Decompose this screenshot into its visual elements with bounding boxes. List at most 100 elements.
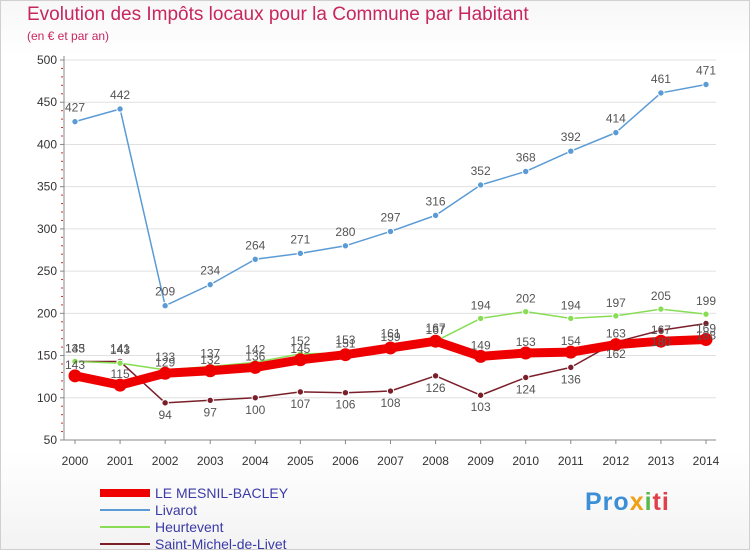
chart-title: Evolution des Impôts locaux pour la Comm… [27, 4, 529, 25]
data-point-heurtevent-2013 [657, 305, 665, 313]
data-point-heurtevent-2010 [522, 307, 530, 316]
x-tick-label-2013: 2013 [648, 454, 675, 468]
data-point-heurtevent-2012 [612, 312, 620, 320]
data-label-le-mesnil-bacley-2012: 163 [606, 327, 626, 341]
data-point-livarot-2003 [206, 280, 214, 289]
data-label-saint-michel-de-livet-2010: 124 [516, 383, 536, 397]
x-tick-label-2003: 2003 [197, 454, 224, 468]
x-tick-label-2006: 2006 [332, 454, 359, 468]
data-label-saint-michel-de-livet-2001: 141 [110, 341, 130, 355]
data-point-le-mesnil-bacley-2000 [68, 369, 82, 383]
x-tick-label-2004: 2004 [242, 454, 269, 468]
data-label-livarot-2008: 316 [426, 194, 446, 208]
data-point-saint-michel-de-livet-2014 [702, 319, 710, 328]
data-point-saint-michel-de-livet-2003 [206, 396, 214, 405]
y-tick-label-350: 350 [37, 180, 57, 194]
legend-swatch-saint-michel-de-livet [100, 543, 150, 545]
data-point-livarot-2007 [386, 227, 395, 236]
data-label-le-mesnil-bacley-2006: 151 [335, 337, 355, 351]
data-label-le-mesnil-bacley-2011: 154 [561, 334, 581, 348]
data-label-saint-michel-de-livet-2006: 106 [335, 398, 355, 412]
x-tick-label-2001: 2001 [107, 454, 134, 468]
y-tick-label-100: 100 [37, 391, 57, 405]
data-point-livarot-2010 [522, 167, 530, 176]
data-point-le-mesnil-bacley-2001 [113, 378, 127, 392]
data-point-saint-michel-de-livet-2002 [161, 399, 169, 407]
data-point-livarot-2009 [476, 181, 485, 189]
data-label-le-mesnil-bacley-2003: 132 [200, 353, 220, 367]
data-label-saint-michel-de-livet-2005: 107 [290, 397, 310, 411]
data-point-le-mesnil-bacley-2005 [293, 353, 307, 367]
data-point-livarot-2000 [71, 117, 79, 126]
data-label-le-mesnil-bacley-2008: 167 [426, 323, 446, 337]
data-point-saint-michel-de-livet-2013 [657, 326, 665, 334]
data-point-le-mesnil-bacley-2003 [203, 364, 217, 378]
data-point-heurtevent-2000 [71, 357, 79, 366]
y-tick-label-200: 200 [37, 306, 57, 320]
data-label-livarot-2006: 280 [335, 225, 355, 239]
x-tick-label-2012: 2012 [603, 454, 630, 468]
data-label-livarot-2010: 368 [516, 150, 536, 164]
data-point-saint-michel-de-livet-2004 [251, 394, 259, 402]
data-label-saint-michel-de-livet-2007: 108 [380, 396, 400, 410]
data-label-le-mesnil-bacley-2002: 129 [155, 355, 175, 369]
x-tick-label-2014: 2014 [693, 454, 720, 468]
data-point-saint-michel-de-livet-2009 [476, 391, 485, 399]
data-point-saint-michel-de-livet-2011 [567, 363, 575, 372]
data-point-livarot-2006 [341, 242, 350, 250]
logo-part-1: Pro [585, 488, 630, 516]
legend-item-heurtevent: Heurtevent [100, 519, 400, 536]
data-point-livarot-2012 [612, 128, 620, 137]
data-point-livarot-2001 [116, 105, 124, 113]
data-label-livarot-2000: 427 [65, 101, 85, 115]
x-tick-label-2007: 2007 [377, 454, 404, 468]
data-point-le-mesnil-bacley-2007 [384, 341, 397, 355]
y-tick-label-500: 500 [37, 53, 57, 67]
data-point-livarot-2004 [251, 255, 259, 263]
data-point-saint-michel-de-livet-2005 [296, 388, 305, 396]
series-layer [68, 80, 713, 407]
data-label-heurtevent-2006: 153 [335, 333, 355, 347]
legend-label-le-mesnil-bacley: LE MESNIL-BACLEY [155, 485, 289, 501]
data-point-livarot-2013 [657, 89, 665, 97]
data-label-livarot-2012: 414 [606, 112, 626, 126]
legend-label-heurtevent: Heurtevent [155, 519, 224, 535]
legend-label-saint-michel-de-livet: Saint-Michel-de-Livet [155, 536, 287, 552]
axes: 50 100 150 200 250 300 350 400 450 500 2000 2001 200… [37, 53, 720, 468]
legend-swatch-livarot [100, 509, 150, 511]
legend-label-livarot: Livarot [155, 502, 198, 518]
data-label-livarot-2004: 264 [245, 238, 265, 252]
data-point-le-mesnil-bacley-2011 [564, 345, 578, 359]
data-point-le-mesnil-bacley-2008 [429, 334, 443, 348]
data-label-heurtevent-2014: 199 [696, 294, 716, 308]
data-point-saint-michel-de-livet-2008 [431, 372, 440, 380]
data-label-livarot-2003: 234 [200, 264, 220, 278]
data-label-le-mesnil-bacley-2009: 149 [471, 338, 491, 352]
data-label-heurtevent-2000: 143 [65, 341, 85, 355]
data-point-saint-michel-de-livet-2010 [522, 373, 530, 382]
grid [64, 59, 716, 441]
data-point-livarot-2014 [702, 80, 710, 89]
data-point-saint-michel-de-livet-2006 [341, 389, 350, 397]
data-label-saint-michel-de-livet-2014: 188 [696, 328, 716, 342]
data-point-le-mesnil-bacley-2004 [248, 360, 262, 374]
logo-part-4: ti [652, 488, 670, 516]
data-label-heurtevent-2005: 152 [290, 334, 310, 348]
data-label-saint-michel-de-livet-2000: 135 [65, 341, 85, 355]
logo-part-3: i [644, 488, 653, 516]
legend-swatch-heurtevent [100, 526, 150, 528]
data-label-saint-michel-de-livet-2009: 103 [471, 400, 491, 414]
y-tick-label-300: 300 [37, 222, 57, 236]
data-label-saint-michel-de-livet-2004: 100 [245, 403, 265, 417]
legend-item-livarot: Livarot [100, 502, 400, 519]
y-tick-label-450: 450 [37, 95, 57, 109]
data-label-le-mesnil-bacley-2005: 145 [290, 342, 310, 356]
data-label-le-mesnil-bacley-2010: 153 [516, 335, 536, 349]
data-label-livarot-2005: 271 [290, 232, 310, 246]
x-tick-label-2011: 2011 [558, 454, 584, 468]
x-tick-label-2002: 2002 [152, 454, 179, 468]
data-point-livarot-2002 [161, 302, 169, 310]
data-label-livarot-2011: 392 [561, 130, 581, 144]
data-point-heurtevent-2014 [702, 310, 710, 318]
data-label-le-mesnil-bacley-2000: 143 [65, 358, 85, 372]
